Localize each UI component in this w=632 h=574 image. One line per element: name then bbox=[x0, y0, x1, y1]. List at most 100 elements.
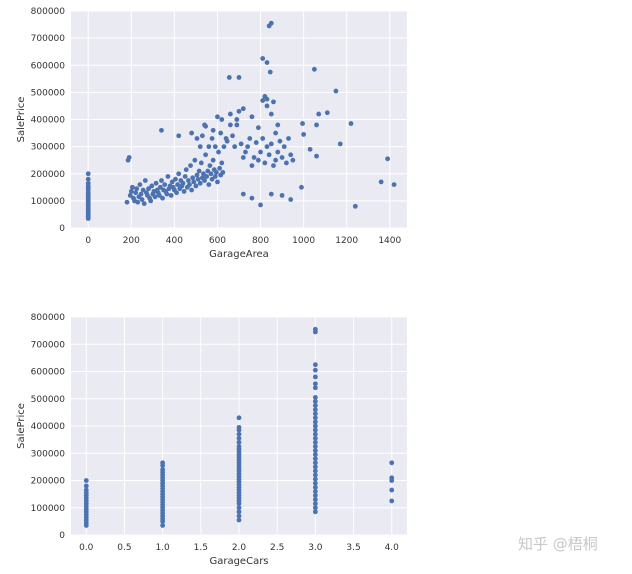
data-point bbox=[271, 163, 276, 169]
data-point bbox=[205, 168, 211, 174]
data-point bbox=[236, 505, 242, 511]
y-tick-label: 400000 bbox=[31, 116, 66, 126]
data-point bbox=[159, 127, 164, 133]
data-point bbox=[203, 152, 209, 158]
data-point bbox=[264, 60, 270, 65]
data-point bbox=[311, 66, 317, 72]
y-tick-label: 200000 bbox=[31, 170, 66, 180]
data-point bbox=[83, 483, 89, 489]
data-point bbox=[169, 179, 175, 185]
data-point bbox=[249, 163, 255, 169]
x-tick-label: 1400 bbox=[378, 236, 401, 246]
data-point bbox=[275, 122, 281, 128]
data-point bbox=[240, 155, 246, 160]
data-point bbox=[159, 178, 164, 183]
x-tick-label: 3.0 bbox=[308, 543, 323, 553]
data-point bbox=[307, 146, 313, 152]
data-point bbox=[141, 201, 147, 206]
data-point bbox=[312, 497, 318, 502]
data-point bbox=[153, 180, 159, 186]
data-point bbox=[180, 180, 186, 186]
data-point bbox=[230, 133, 235, 139]
data-point bbox=[312, 385, 318, 391]
data-point bbox=[127, 193, 133, 198]
data-point bbox=[312, 411, 318, 417]
data-point bbox=[206, 144, 212, 150]
data-point bbox=[312, 399, 318, 404]
data-point bbox=[133, 190, 139, 196]
x-tick-label: 4.0 bbox=[385, 543, 400, 553]
data-point bbox=[162, 182, 168, 188]
data-point bbox=[312, 374, 318, 380]
data-point bbox=[215, 114, 220, 120]
data-point bbox=[215, 179, 220, 185]
data-point bbox=[312, 489, 318, 494]
data-point bbox=[385, 156, 391, 162]
data-point bbox=[247, 136, 253, 141]
data-point bbox=[128, 188, 134, 194]
data-point bbox=[135, 199, 141, 205]
data-point bbox=[201, 171, 206, 177]
data-point bbox=[212, 144, 218, 150]
data-point bbox=[312, 493, 318, 498]
data-point bbox=[391, 182, 397, 188]
data-point bbox=[264, 96, 270, 102]
y-tick-label: 500000 bbox=[31, 88, 66, 98]
data-point bbox=[209, 136, 215, 141]
x-axis-label: GarageArea bbox=[209, 249, 269, 260]
y-axis-label: SalePrice bbox=[16, 97, 27, 143]
data-point bbox=[312, 505, 318, 511]
y-tick-label: 700000 bbox=[31, 34, 66, 44]
data-point bbox=[316, 111, 322, 117]
data-point bbox=[152, 194, 158, 200]
data-point bbox=[312, 439, 318, 445]
garagearea-scatter-plot: 0 100000 200000 300000 400000 500000 600000 700… bbox=[16, 7, 407, 260]
data-point bbox=[255, 157, 261, 163]
data-point bbox=[258, 202, 263, 208]
x-tick-label: 600 bbox=[209, 236, 226, 246]
data-point bbox=[267, 69, 273, 75]
data-point bbox=[187, 182, 192, 188]
data-point bbox=[279, 193, 285, 198]
x-axis-label: GarageCars bbox=[209, 556, 268, 567]
x-tick-label: 200 bbox=[123, 236, 140, 246]
data-point bbox=[312, 468, 318, 474]
data-point bbox=[253, 140, 259, 145]
data-point bbox=[148, 198, 154, 204]
data-point bbox=[85, 176, 91, 182]
data-point bbox=[194, 136, 200, 141]
x-tick-label: 400 bbox=[166, 236, 183, 246]
data-point bbox=[197, 180, 203, 186]
data-point bbox=[273, 157, 279, 163]
data-point bbox=[249, 195, 255, 201]
data-point bbox=[213, 169, 219, 175]
data-point bbox=[85, 180, 91, 186]
data-point bbox=[146, 186, 151, 192]
data-point bbox=[236, 435, 242, 441]
x-tick-label: 0.0 bbox=[79, 543, 94, 553]
x-tick-label: 1000 bbox=[292, 236, 315, 246]
data-point bbox=[251, 155, 257, 160]
data-point bbox=[219, 117, 225, 122]
data-point bbox=[160, 467, 166, 472]
data-point bbox=[312, 415, 318, 421]
data-point bbox=[389, 498, 395, 504]
data-point bbox=[348, 121, 354, 126]
data-point bbox=[283, 160, 289, 166]
y-tick-label: 600000 bbox=[31, 61, 66, 71]
data-point bbox=[195, 176, 201, 182]
data-point bbox=[176, 171, 182, 177]
y-tick-label: 800000 bbox=[31, 7, 66, 17]
data-point bbox=[238, 141, 244, 147]
data-point bbox=[314, 153, 319, 159]
data-point bbox=[196, 168, 202, 174]
data-point bbox=[234, 122, 240, 128]
data-point bbox=[175, 182, 181, 188]
data-point bbox=[182, 174, 188, 179]
data-point bbox=[219, 160, 225, 166]
data-point bbox=[337, 141, 343, 147]
x-tick-label: 0.5 bbox=[117, 543, 131, 553]
data-point bbox=[236, 424, 242, 430]
x-tick-label: 1200 bbox=[335, 236, 358, 246]
